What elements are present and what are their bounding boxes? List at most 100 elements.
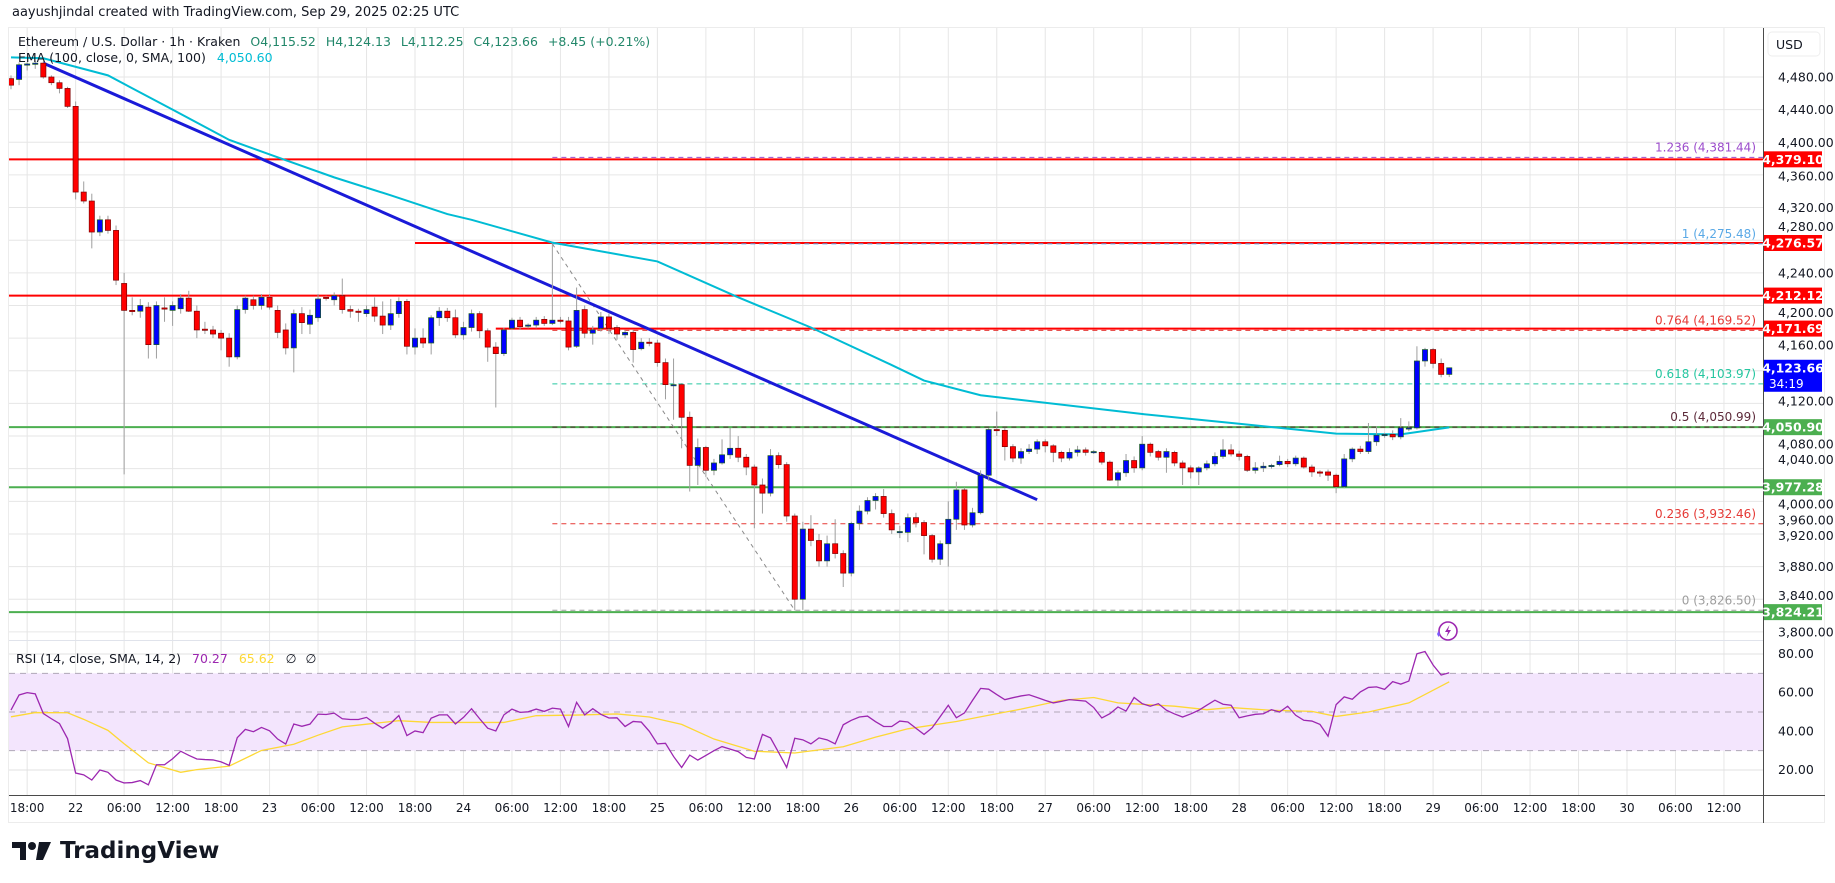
candle-body	[226, 337, 233, 358]
candle-up	[1373, 426, 1380, 446]
currency-button[interactable]: USD	[1767, 31, 1821, 57]
candle-body	[541, 319, 548, 324]
candle-body	[1066, 452, 1073, 459]
price-tick-label: 4,280.00	[1778, 219, 1834, 234]
candle-body	[137, 305, 144, 312]
time-tick-label: 06:00	[689, 801, 724, 815]
candle-up	[137, 298, 144, 318]
candle-body	[743, 456, 750, 468]
candle-up	[32, 60, 39, 69]
candle-down	[379, 301, 386, 335]
candle-down	[1001, 427, 1008, 461]
candle-body	[646, 341, 653, 344]
candle-body	[105, 219, 111, 231]
candle-body	[840, 553, 847, 574]
rsi-pane	[9, 650, 1763, 786]
candle-body	[1123, 460, 1129, 474]
candle-body	[993, 429, 1000, 432]
candle-body	[234, 309, 241, 358]
candle-body	[694, 447, 701, 466]
candle-body	[969, 512, 976, 526]
time-tick-label: 06:00	[301, 801, 336, 815]
bearish-trendline[interactable]	[42, 61, 1038, 502]
time-tick-label: 12:00	[543, 801, 578, 815]
bar-countdown: 34:19	[1769, 377, 1804, 391]
candle-down	[185, 290, 192, 313]
candle-body	[1115, 472, 1121, 481]
lightning-alert-icon[interactable]	[1437, 621, 1458, 641]
candle-body	[1430, 349, 1437, 364]
candle-up	[1203, 460, 1210, 471]
candle-down	[1357, 445, 1364, 454]
candle-body	[1163, 451, 1170, 458]
candle-body	[597, 316, 604, 329]
candle-down	[961, 487, 968, 530]
candle-body	[791, 515, 798, 600]
candle-body	[1026, 448, 1033, 452]
rsi-value: 70.27	[192, 651, 228, 666]
candle-body	[468, 313, 475, 328]
candle-up	[1268, 463, 1275, 469]
time-tick-label: 06:00	[1464, 801, 1499, 815]
candle-down	[646, 338, 653, 347]
candle-down	[605, 313, 612, 335]
candle-body	[630, 332, 637, 350]
candle-body	[719, 454, 725, 464]
tradingview-brand[interactable]: TradingView	[12, 838, 219, 864]
candle-body	[961, 489, 968, 526]
candle-up	[331, 292, 338, 306]
candle-down	[80, 181, 87, 204]
candle-up	[1163, 448, 1170, 473]
candle-down	[420, 328, 427, 348]
candle-down	[201, 321, 208, 335]
time-axis[interactable]: 18:00 22 06:00 12:00 18:00 23 06:00 12:00 18:00 2…	[10, 801, 1741, 815]
candle-body	[573, 310, 580, 347]
rsi-band	[9, 673, 1763, 751]
time-tick-label: 18:00	[592, 801, 627, 815]
candle-body	[129, 310, 136, 312]
candle-body	[1236, 453, 1243, 457]
candle-body	[1446, 367, 1453, 375]
candle-down	[121, 272, 128, 475]
candle-up	[824, 535, 831, 567]
candle-up	[1066, 448, 1073, 461]
candle-body	[509, 319, 515, 329]
candle-body	[64, 88, 71, 107]
candle-up	[468, 309, 475, 332]
candle-down	[218, 329, 225, 351]
time-tick-label: 23	[262, 801, 277, 815]
candle-body	[331, 295, 338, 301]
candle-body	[913, 517, 919, 523]
time-tick-label: 06:00	[1270, 801, 1305, 815]
candle-body	[185, 297, 192, 312]
candle-up	[1341, 453, 1348, 489]
time-tick-label: 24	[456, 801, 471, 815]
candle-down	[1389, 430, 1396, 441]
candle-down	[775, 452, 782, 469]
candle-down	[1317, 470, 1323, 477]
candle-down	[274, 305, 281, 339]
candle-body	[1082, 449, 1089, 453]
candle-down	[783, 462, 790, 522]
candle-body	[298, 313, 305, 323]
candle-up	[1260, 462, 1267, 472]
candle-body	[783, 464, 790, 517]
candle-body	[363, 309, 370, 314]
candle-down	[145, 302, 152, 359]
candle-body	[824, 543, 831, 562]
candle-down	[1284, 458, 1291, 468]
candle-down	[371, 297, 378, 322]
candle-body	[201, 328, 208, 331]
candle-body	[605, 316, 612, 329]
candle-body	[799, 528, 806, 600]
price-badge-value: 3,824.21	[1762, 605, 1824, 620]
candle-body	[1397, 427, 1404, 438]
candle-up	[412, 328, 418, 355]
candle-body	[1147, 443, 1154, 453]
price-tick-label: 4,040.00	[1778, 452, 1834, 467]
candle-body	[420, 337, 427, 344]
price-axis[interactable]: 4,480.00 4,440.00 4,400.00 4,360.00 4,320.00…	[1762, 70, 1834, 777]
candle-up	[1397, 418, 1404, 440]
candle-up	[694, 438, 701, 485]
